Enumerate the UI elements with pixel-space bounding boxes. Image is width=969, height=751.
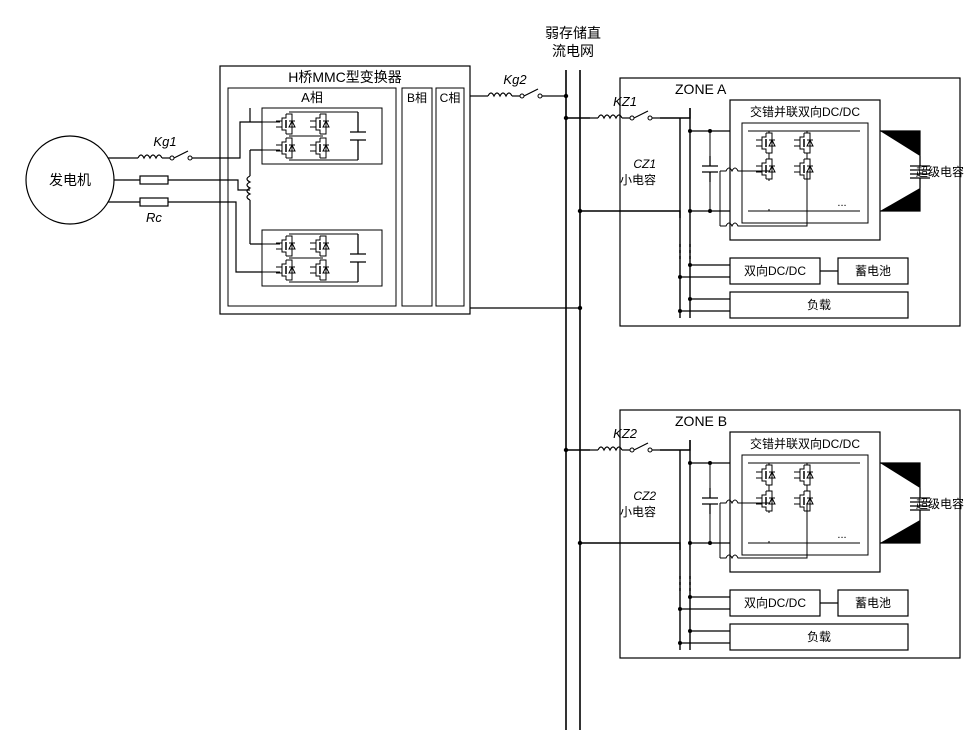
kz1-label: KZ1 (613, 94, 637, 109)
converter-title: H桥MMC型变换器 (288, 69, 402, 85)
bus-label-1: 弱存储直 (545, 25, 601, 41)
kg2-link: Kg2 (470, 72, 580, 308)
zone-b-title: ZONE B (675, 413, 727, 429)
zone-b-supercap: 超级电容 (916, 496, 964, 511)
generator-label: 发电机 (49, 172, 91, 188)
kz1-link: KZ1 (564, 94, 690, 218)
phase-b-label: B相 (407, 91, 427, 105)
zone-b-dcdc: 交错并联双向DC/DC (750, 436, 860, 451)
zone-a-smallcap: 小电容 (620, 172, 656, 187)
zone-a-title: ZONE A (675, 81, 727, 97)
dc-bus: 弱存储直 流电网 (545, 25, 601, 730)
zone-a-battery: 蓄电池 (855, 264, 891, 278)
zone-b-bidir: 双向DC/DC (744, 595, 806, 610)
cz2-label: CZ2 (633, 489, 656, 503)
zone-a-bidir: 双向DC/DC (744, 263, 806, 278)
zone-a: ZONE A 交错并联双向DC/DC 小电容 CZ1 超级电容 双向DC/DC … (620, 78, 964, 326)
diagram-root: ... 发电机 (10, 10, 969, 741)
kz2-label: KZ2 (613, 426, 638, 441)
zone-b-load: 负载 (807, 630, 831, 644)
zone-b-smallcap: 小电容 (620, 504, 656, 519)
rc-label: Rc (146, 210, 162, 225)
cz1-label: CZ1 (633, 157, 656, 171)
mmc-converter: H桥MMC型变换器 A相 B相 C相 (220, 66, 470, 314)
kg1-label: Kg1 (153, 134, 176, 149)
kg2-label: Kg2 (503, 72, 527, 87)
zone-b-battery: 蓄电池 (855, 596, 891, 610)
kz2-link: KZ2 (564, 426, 690, 550)
phase-a-label: A相 (301, 90, 323, 105)
zone-b: ZONE B 交错并联双向DC/DC 小电容 CZ2 超级电容 双向DC/DC … (620, 410, 964, 658)
generator: 发电机 (26, 136, 114, 224)
gen-to-conv-lines: Kg1 Rc (108, 134, 220, 225)
zone-a-dcdc: 交错并联双向DC/DC (750, 104, 860, 119)
zone-a-load: 负载 (807, 298, 831, 312)
bus-label-2: 流电网 (552, 43, 594, 59)
zone-a-supercap: 超级电容 (916, 164, 964, 179)
phase-c-label: C相 (440, 91, 461, 105)
